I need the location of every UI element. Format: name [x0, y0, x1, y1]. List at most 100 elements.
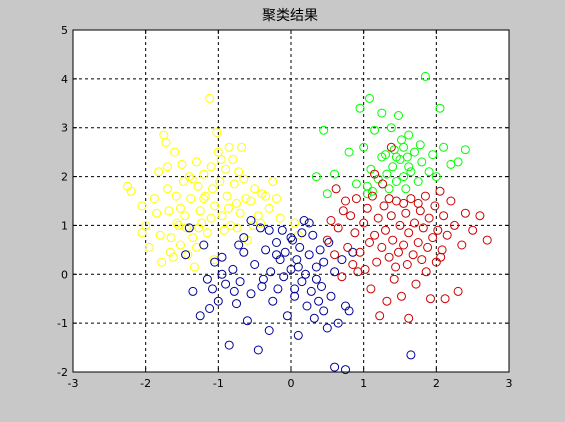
data-point: [217, 252, 227, 262]
data-point: [386, 142, 396, 152]
x-axis-tick-labels: -3 -2 -1 0 1 2 3: [68, 377, 513, 390]
data-point: [199, 169, 209, 179]
data-point: [234, 240, 244, 250]
data-point: [370, 125, 380, 135]
x-tick-label: -3: [68, 377, 79, 390]
data-point: [468, 225, 478, 235]
data-point: [189, 262, 199, 272]
data-point: [348, 247, 358, 257]
data-point: [177, 159, 187, 169]
cluster-series-2: [181, 216, 416, 375]
data-point: [410, 147, 419, 157]
data-point: [404, 162, 414, 172]
data-point: [213, 296, 223, 306]
data-point: [241, 194, 251, 204]
y-tick-label: -2: [57, 366, 68, 379]
data-point: [275, 213, 285, 223]
x-tick-label: 1: [360, 377, 367, 390]
data-point: [446, 196, 456, 206]
data-point: [304, 218, 314, 228]
data-point: [264, 225, 274, 235]
data-point: [187, 174, 197, 184]
data-point: [219, 225, 229, 235]
data-point: [302, 301, 312, 311]
data-point: [188, 233, 198, 243]
data-point: [176, 203, 185, 213]
x-tick-label: -1: [213, 377, 224, 390]
data-point: [475, 211, 485, 221]
data-point: [239, 247, 249, 257]
y-tick-label: 5: [61, 24, 68, 37]
data-point: [137, 228, 147, 238]
data-point: [348, 260, 358, 269]
data-point: [154, 167, 164, 177]
data-point: [210, 201, 220, 211]
data-point: [202, 228, 212, 238]
data-point: [172, 218, 182, 228]
data-point: [224, 142, 234, 152]
data-point: [362, 189, 372, 199]
data-point: [436, 252, 446, 262]
cluster-series-1: [123, 93, 303, 272]
data-point: [326, 291, 336, 301]
data-point: [430, 201, 440, 211]
data-point: [272, 250, 281, 260]
scatter-points: [123, 71, 492, 375]
data-point: [453, 286, 463, 296]
data-point: [229, 286, 239, 296]
data-point: [482, 235, 492, 245]
data-point: [365, 93, 374, 103]
data-point: [384, 194, 394, 204]
data-point: [399, 172, 409, 182]
data-point: [386, 211, 396, 221]
data-point: [170, 147, 180, 157]
data-point: [309, 313, 319, 323]
data-point: [319, 306, 329, 316]
data-point: [266, 267, 276, 277]
data-point: [311, 262, 321, 272]
data-point: [389, 274, 399, 284]
data-point: [176, 240, 185, 250]
x-tick-label: 0: [288, 377, 295, 390]
data-point: [235, 208, 245, 218]
data-point: [350, 228, 360, 238]
data-point: [216, 155, 226, 164]
data-point: [399, 198, 409, 208]
data-point: [155, 230, 165, 240]
data-point: [199, 240, 209, 250]
data-point: [149, 194, 159, 204]
data-point: [417, 255, 427, 265]
data-point: [424, 167, 434, 177]
data-point: [308, 230, 318, 240]
data-point: [408, 250, 418, 260]
data-point: [421, 267, 431, 277]
data-point: [179, 177, 188, 186]
data-point: [311, 274, 321, 284]
data-point: [205, 304, 215, 313]
data-point: [440, 294, 450, 304]
data-point: [126, 186, 136, 196]
data-point: [378, 179, 388, 189]
data-point: [210, 257, 220, 267]
data-point: [406, 350, 416, 360]
data-point: [391, 262, 401, 272]
data-point: [277, 225, 287, 235]
data-point: [206, 213, 216, 223]
data-point: [417, 157, 427, 167]
data-point: [163, 162, 172, 172]
data-point: [413, 198, 423, 208]
data-point: [388, 162, 398, 172]
data-point: [365, 238, 374, 247]
data-point: [370, 230, 380, 240]
data-point: [399, 142, 409, 152]
data-point: [141, 220, 151, 230]
data-point: [315, 245, 325, 255]
data-point: [242, 316, 252, 326]
data-point: [215, 177, 225, 186]
data-point: [280, 247, 290, 257]
data-point: [355, 103, 365, 113]
data-point: [344, 147, 354, 157]
data-point: [420, 71, 430, 81]
data-point: [183, 250, 193, 260]
data-point: [186, 194, 196, 204]
